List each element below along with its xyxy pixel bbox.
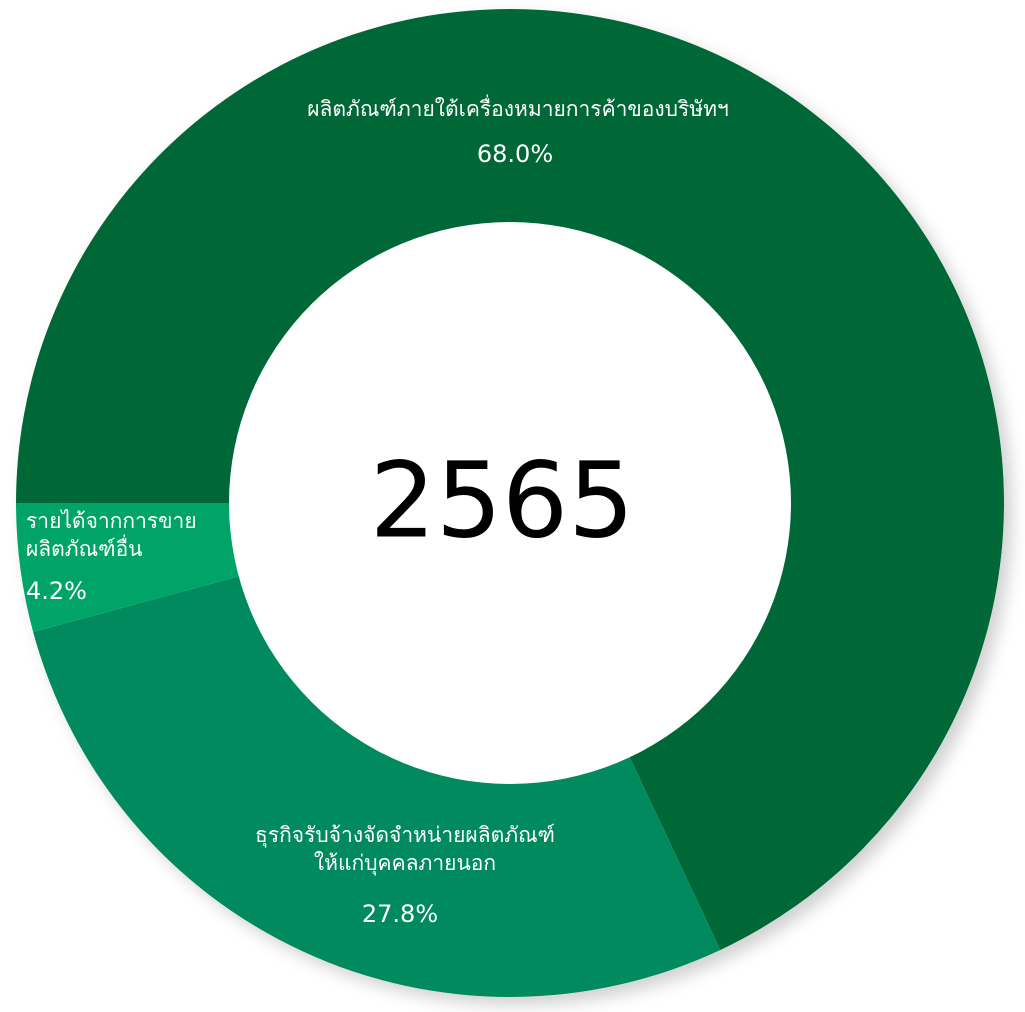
donut-hole bbox=[229, 222, 791, 784]
segment-label: ผลิตภัณฑ์อื่น bbox=[26, 534, 143, 561]
segment-label: ผลิตภัณฑ์ภายใต้เครื่องหมายการค้าของบริษั… bbox=[307, 94, 729, 121]
segment-label: ให้แก่บุคคลภายนอก bbox=[314, 851, 496, 876]
center-label: 2565 bbox=[370, 439, 635, 561]
segment-label: รายได้จากการขาย bbox=[26, 509, 197, 533]
segment-value-label: 68.0% bbox=[477, 140, 553, 168]
segment-value-label: 27.8% bbox=[362, 900, 438, 928]
segment-label: ธุรกิจรับจ้างจัดจำหน่ายผลิตภัณฑ์ bbox=[255, 823, 555, 848]
segment-value-label: 4.2% bbox=[26, 577, 87, 605]
